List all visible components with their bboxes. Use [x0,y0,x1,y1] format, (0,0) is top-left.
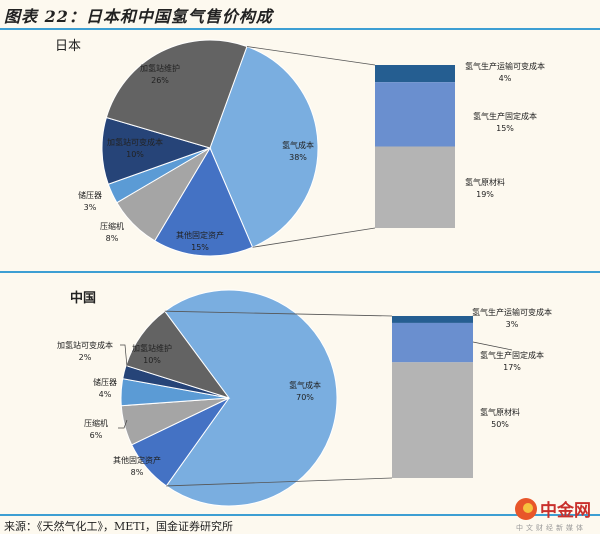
watermark-logo: 中金网 中文财经新媒体 [512,494,600,534]
slice-label: 加氢站维护 [140,63,180,73]
panel-divider [0,271,600,273]
pie-slice [164,289,338,507]
panel-title: 日本 [55,39,81,54]
bar-label: 氢气生产运输可变成本 [465,61,545,71]
slice-value: 4% [99,390,112,399]
slice-value: 70% [296,393,314,402]
bar-value: 50% [491,420,509,429]
bar-value: 15% [496,124,514,133]
title-rule [0,28,600,30]
slice-label: 其他固定资产 [113,455,161,465]
slice-label: 压缩机 [100,221,124,231]
slice-value: 2% [79,353,92,362]
pie-slice [125,310,231,399]
bar-label: 氢气生产固定成本 [473,111,537,121]
bar-label: 氢气生产运输可变成本 [472,307,552,317]
bar-segment [375,82,455,147]
slice-value: 6% [90,431,103,440]
slice-value: 15% [191,243,209,252]
footer-rule [0,514,600,516]
bar-label: 氢气生产固定成本 [480,350,544,360]
watermark-name: 中金网 [540,500,591,521]
bar-label: 氢气原材料 [480,407,520,417]
connector-line [166,477,393,487]
leader-line [120,344,128,368]
bar-segment [375,146,455,228]
source-note: 来源：《天然气化工》，METI，国金证券研究所 [4,520,233,533]
slice-value: 3% [84,203,97,212]
bar-value: 19% [476,190,494,199]
connector-line [246,46,376,66]
slice-value: 10% [126,150,144,159]
slice-label: 氢气成本 [282,140,314,150]
slice-value: 10% [143,356,161,365]
slice-label: 加氢站可变成本 [107,137,163,147]
pie-slice [154,146,254,257]
bar-value: 4% [499,74,512,83]
bar-segment [392,316,473,323]
leader-line [472,341,513,351]
slice-label: 压缩机 [84,418,108,428]
bar-value: 17% [503,363,521,372]
watermark-sub: 中文财经新媒体 [516,523,586,532]
slice-label: 加氢站可变成本 [57,340,113,350]
slice-value: 26% [151,76,169,85]
slice-label: 氢气成本 [289,380,321,390]
leader-line [118,419,128,429]
bar-segment [392,362,473,478]
slice-label: 其他固定资产 [176,230,224,240]
slice-label: 加氢站维护 [132,343,172,353]
bar-segment [392,322,473,363]
pie-slice [209,45,319,248]
connector-line [252,227,376,248]
panel-title: 中国 [70,290,96,306]
slice-value: 8% [106,234,119,243]
bar-value: 3% [506,320,519,329]
slice-value: 8% [131,468,144,477]
figure-title: 图表 22：日本和中国氢气售价构成 [4,7,273,26]
slice-label: 储压器 [78,190,102,200]
connector-line [164,310,393,317]
bar-segment [375,65,455,83]
slice-value: 38% [289,153,307,162]
bar-label: 氢气原材料 [465,177,505,187]
slice-label: 储压器 [93,377,117,387]
pie-slice [105,39,248,149]
